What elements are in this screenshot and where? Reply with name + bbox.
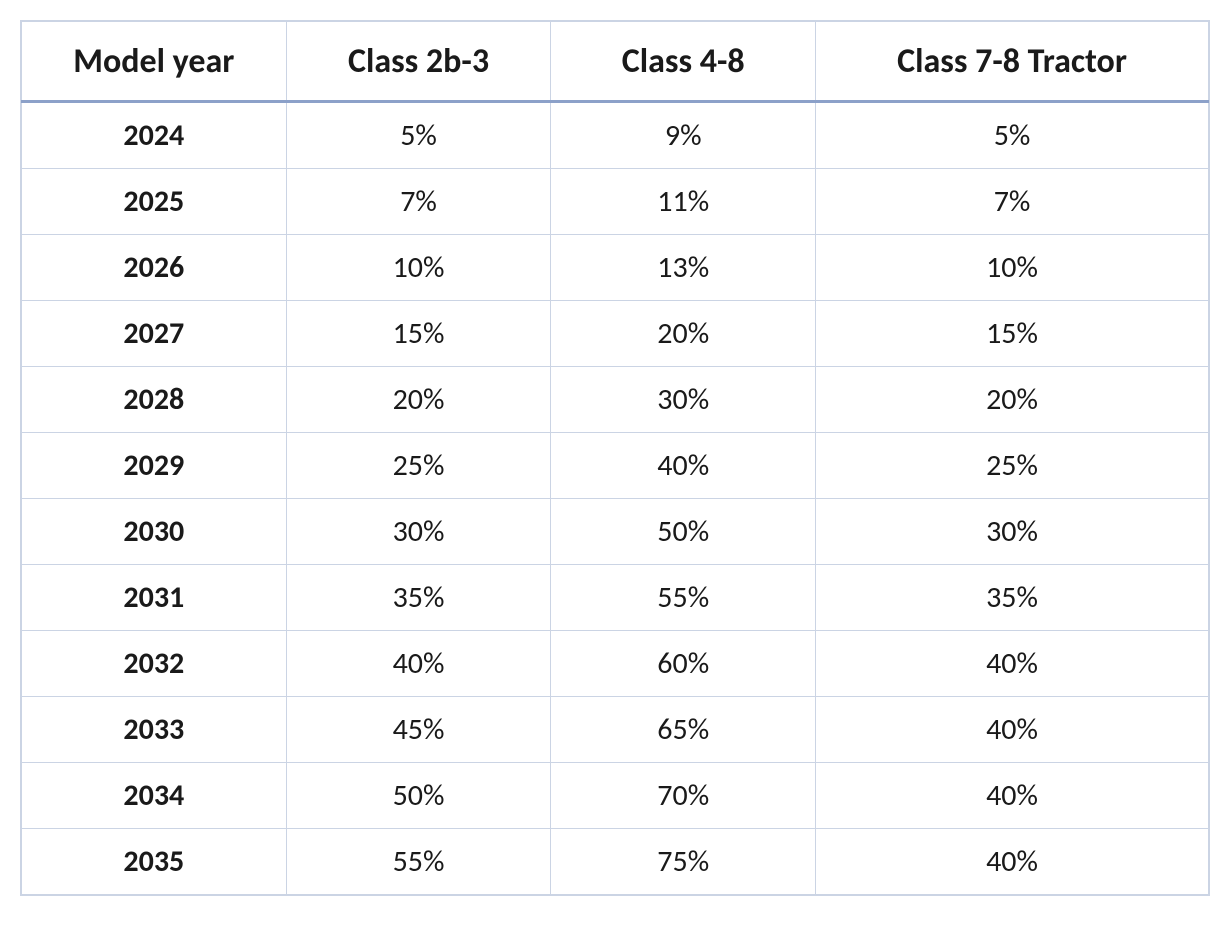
value-cell: 15% [286, 301, 551, 367]
value-cell: 10% [286, 235, 551, 301]
table-row: 203030%50%30% [22, 499, 1209, 565]
value-cell: 30% [286, 499, 551, 565]
value-cell: 25% [816, 433, 1209, 499]
table-row: 203240%60%40% [22, 631, 1209, 697]
value-cell: 25% [286, 433, 551, 499]
value-cell: 40% [816, 829, 1209, 895]
year-cell: 2032 [22, 631, 287, 697]
year-cell: 2030 [22, 499, 287, 565]
value-cell: 50% [551, 499, 816, 565]
year-cell: 2035 [22, 829, 287, 895]
table-row: 203555%75%40% [22, 829, 1209, 895]
col-header-class-7-8-tractor: Class 7-8 Tractor [816, 22, 1209, 102]
value-cell: 10% [816, 235, 1209, 301]
value-cell: 75% [551, 829, 816, 895]
table-row: 20245%9%5% [22, 102, 1209, 169]
col-header-model-year: Model year [22, 22, 287, 102]
value-cell: 5% [286, 102, 551, 169]
table-row: 203345%65%40% [22, 697, 1209, 763]
value-cell: 40% [816, 631, 1209, 697]
table-row: 203135%55%35% [22, 565, 1209, 631]
value-cell: 40% [286, 631, 551, 697]
value-cell: 60% [551, 631, 816, 697]
value-cell: 45% [286, 697, 551, 763]
value-cell: 7% [286, 169, 551, 235]
year-cell: 2029 [22, 433, 287, 499]
year-cell: 2031 [22, 565, 287, 631]
value-cell: 65% [551, 697, 816, 763]
table-header-row: Model year Class 2b-3 Class 4-8 Class 7-… [22, 22, 1209, 102]
value-cell: 35% [286, 565, 551, 631]
year-cell: 2026 [22, 235, 287, 301]
value-cell: 55% [286, 829, 551, 895]
value-cell: 40% [816, 763, 1209, 829]
year-cell: 2028 [22, 367, 287, 433]
table-row: 20257%11%7% [22, 169, 1209, 235]
value-cell: 7% [816, 169, 1209, 235]
year-cell: 2033 [22, 697, 287, 763]
value-cell: 20% [286, 367, 551, 433]
value-cell: 40% [816, 697, 1209, 763]
value-cell: 55% [551, 565, 816, 631]
year-cell: 2027 [22, 301, 287, 367]
value-cell: 30% [551, 367, 816, 433]
value-cell: 35% [816, 565, 1209, 631]
value-cell: 5% [816, 102, 1209, 169]
col-header-class-4-8: Class 4-8 [551, 22, 816, 102]
value-cell: 40% [551, 433, 816, 499]
value-cell: 9% [551, 102, 816, 169]
table-row: 202820%30%20% [22, 367, 1209, 433]
value-cell: 20% [816, 367, 1209, 433]
year-cell: 2024 [22, 102, 287, 169]
value-cell: 20% [551, 301, 816, 367]
data-table: Model year Class 2b-3 Class 4-8 Class 7-… [21, 21, 1209, 895]
data-table-container: Model year Class 2b-3 Class 4-8 Class 7-… [20, 20, 1210, 896]
value-cell: 11% [551, 169, 816, 235]
col-header-class-2b-3: Class 2b-3 [286, 22, 551, 102]
value-cell: 70% [551, 763, 816, 829]
value-cell: 15% [816, 301, 1209, 367]
table-row: 202610%13%10% [22, 235, 1209, 301]
table-row: 202925%40%25% [22, 433, 1209, 499]
value-cell: 50% [286, 763, 551, 829]
table-row: 202715%20%15% [22, 301, 1209, 367]
value-cell: 13% [551, 235, 816, 301]
year-cell: 2034 [22, 763, 287, 829]
year-cell: 2025 [22, 169, 287, 235]
value-cell: 30% [816, 499, 1209, 565]
table-row: 203450%70%40% [22, 763, 1209, 829]
